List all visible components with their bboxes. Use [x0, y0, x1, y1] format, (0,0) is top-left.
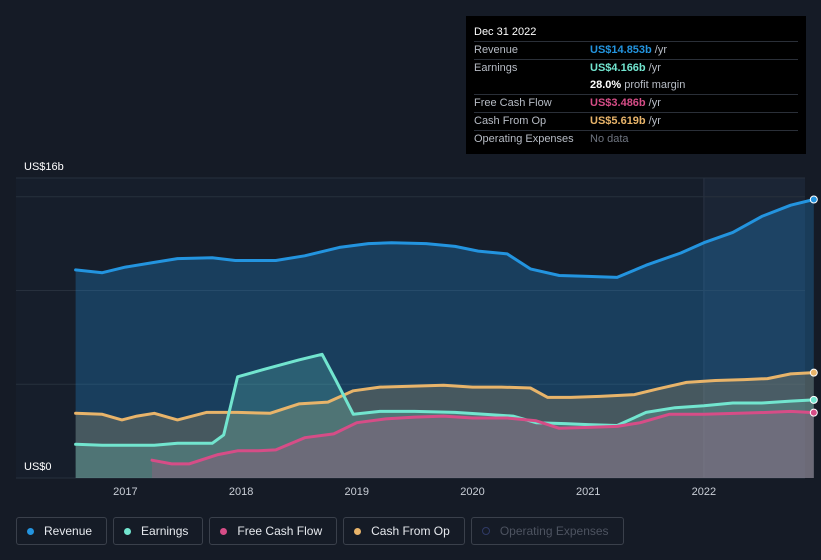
tooltip-earnings-label: Earnings	[474, 62, 518, 74]
x-tick-label: 2020	[460, 486, 484, 498]
x-tick-label: 2022	[692, 486, 716, 498]
y-axis-bottom-label: US$0	[24, 461, 52, 473]
x-tick-label: 2018	[229, 486, 253, 498]
tooltip-revenue-unit: /yr	[654, 44, 667, 56]
tooltip-cfo-label: Cash From Op	[474, 115, 547, 127]
legend-earnings-dot	[124, 527, 132, 535]
legend-revenue-dot	[27, 527, 34, 535]
tooltip-opex-label: Operating Expenses	[474, 133, 574, 145]
legend-earnings[interactable]: Earnings	[113, 517, 204, 545]
series-lines	[74, 198, 816, 466]
fcf-line	[150, 409, 816, 466]
legend-cfo-label: Cash From Op	[371, 524, 450, 538]
tooltip-row-fcf: Free Cash Flow US$3.486b /yr	[474, 94, 798, 112]
cfo-end-marker	[809, 368, 818, 377]
legend-cfo-dot	[354, 527, 362, 535]
legend-earnings-label: Earnings	[141, 524, 189, 538]
legend-revenue[interactable]: Revenue	[16, 517, 108, 545]
legend-revenue-label: Revenue	[44, 524, 93, 538]
legend-fcf-dot	[220, 527, 228, 535]
tooltip-row-opex: Operating Expenses No data	[474, 130, 798, 148]
tooltip-earnings-value: US$4.166b	[590, 62, 646, 74]
plot-area	[16, 178, 805, 478]
tooltip-opex-value: No data	[590, 133, 629, 145]
x-tick-label: 2017	[113, 486, 137, 498]
tooltip-earnings-unit: /yr	[648, 62, 661, 74]
legend-free-cash-flow[interactable]: Free Cash Flow	[209, 517, 338, 545]
tooltip-fcf-value: US$3.486b	[590, 97, 646, 109]
cfo-line	[74, 371, 816, 422]
tooltip-row-cfo: Cash From Op US$5.619b /yr	[474, 112, 798, 130]
legend-operating-expenses[interactable]: Operating Expenses	[470, 517, 624, 545]
tooltip-revenue-label: Revenue	[474, 44, 519, 56]
chart: US$16b US$0 2017 2018 2019 2020 2021 2022	[16, 161, 818, 498]
series-end-markers	[809, 195, 818, 417]
revenue-area	[75, 199, 814, 478]
earnings-line	[74, 352, 816, 447]
tooltip-fcf-label: Free Cash Flow	[474, 97, 552, 109]
legend-fcf-label: Free Cash Flow	[237, 524, 323, 538]
tooltip-date: Dec 31 2022	[474, 26, 537, 38]
tooltip-row-margin: 28.0% profit margin	[474, 77, 798, 94]
y-axis-top-label: US$16b	[24, 161, 64, 173]
tooltip-revenue-value: US$14.853b	[590, 44, 652, 56]
fcf-end-marker	[809, 408, 818, 417]
legend-opex-dot	[481, 527, 490, 535]
earnings-end-marker	[809, 395, 818, 404]
plot-background	[16, 178, 805, 478]
tooltip-margin-label: profit margin	[624, 79, 686, 91]
tooltip-cfo-unit: /yr	[648, 115, 661, 127]
tooltip-fcf-unit: /yr	[648, 97, 661, 109]
highlight-region	[703, 178, 805, 478]
tooltip-panel: Dec 31 2022 Revenue US$14.853b /yr Earni…	[466, 16, 806, 154]
tooltip-row-revenue: Revenue US$14.853b /yr	[474, 41, 798, 59]
tooltip-row-earnings: Earnings US$4.166b /yr	[474, 59, 798, 77]
legend-opex-label: Operating Expenses	[499, 524, 609, 538]
tooltip-margin-value: 28.0%	[590, 79, 622, 91]
revenue-end-marker	[809, 195, 818, 204]
x-axis-ticks: 2017 2018 2019 2020 2021 2022	[113, 486, 716, 498]
legend: Revenue Earnings Free Cash Flow Cash Fro…	[16, 517, 624, 545]
legend-cash-from-op[interactable]: Cash From Op	[343, 517, 465, 545]
fcf-area	[152, 411, 814, 478]
x-tick-label: 2019	[345, 486, 369, 498]
x-tick-label: 2021	[576, 486, 600, 498]
tooltip-cfo-value: US$5.619b	[590, 115, 646, 127]
revenue-line	[74, 198, 816, 279]
